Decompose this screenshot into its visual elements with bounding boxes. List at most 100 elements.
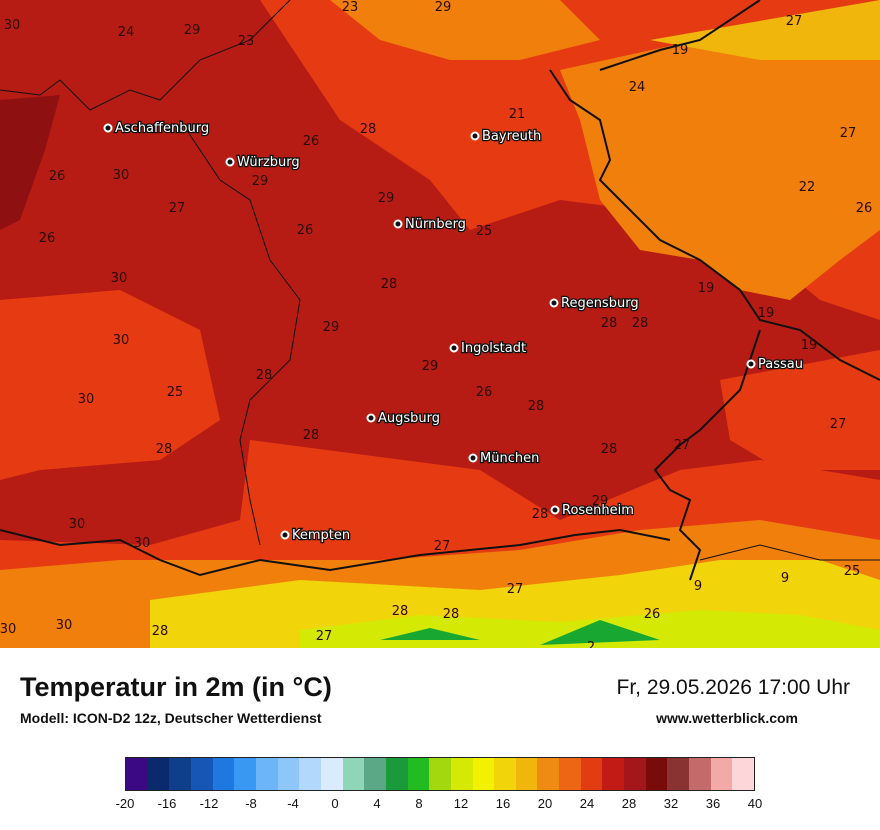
legend-swatch [472,758,495,790]
legend-tick: -4 [287,796,299,811]
temperature-value: 30 [69,517,86,532]
city-dot [103,123,113,133]
temperature-value: 30 [134,536,151,551]
temperature-map: 30 24 29 23 23 29 28 19 26 24 27 27 22 26 26 30 29 27 26 28… [0,0,880,648]
state-border-north [0,0,291,111]
temperature-value: 9 [781,571,789,586]
temperature-value: 28 [601,316,618,331]
city-dot [366,413,376,423]
legend-swatch [689,758,711,790]
temperature-value: 29 [252,174,269,189]
temperature-value: 28 [256,368,273,383]
temperature-value: 9 [694,579,702,594]
legend-swatch [624,758,646,790]
temperature-value: 30 [78,392,95,407]
temperature-value: 27 [674,438,691,453]
temperature-value: 27 [786,14,803,29]
temperature-value: 19 [698,281,715,296]
legend-swatch [732,758,755,790]
city-dot [449,343,459,353]
city-label: Regensburg [561,296,639,311]
field-orange-east [560,0,880,300]
legend-tick: 36 [705,796,721,811]
temperature-value: 23 [238,34,255,49]
temperature-value: 29 [378,191,395,206]
temperature-value: 26 [49,169,66,184]
legend-swatch [429,758,451,790]
color-legend [125,757,755,791]
legend-swatch [407,758,430,790]
field-warm-southeast [720,350,880,470]
city-dot [225,157,235,167]
temperature-value: 28 [392,604,409,619]
temperature-value: 30 [0,622,16,637]
temperature-value: 25 [844,564,861,579]
temperature-value: 29 [184,23,201,38]
temperature-value: 29 [323,320,340,335]
national-border-austria [653,329,761,581]
city-dot [393,219,403,229]
legend-swatch [667,758,690,790]
temperature-value: 19 [672,43,689,58]
city-label: Würzburg [237,155,300,170]
temperature-value: 26 [476,385,493,400]
city-dot [468,453,478,463]
temperature-value: 30 [111,271,128,286]
map-title: Temperatur in 2m (in °C) [20,672,332,702]
city-dot [746,359,756,369]
legend-swatch [190,758,213,790]
forecast-datetime: Fr, 29.05.2026 17:00 Uhr [616,676,851,699]
legend-swatch [515,758,538,790]
temperature-value: 27 [316,629,333,644]
legend-swatch [255,758,278,790]
city-label: Augsburg [378,411,440,426]
temperature-value: 28 [532,507,549,522]
national-border-northeast [599,0,761,71]
legend-swatch [147,758,170,790]
field-warm-west [0,290,220,480]
legend-tick: 32 [663,796,679,811]
legend-tick: 40 [747,796,763,811]
legend-swatch [645,758,668,790]
temperature-value: 28 [528,399,545,414]
field-very-hot-west [0,95,60,230]
city-markers: Aschaffenburg Würzburg Bayreuth Nürnberg Reg… [103,120,804,544]
legend-tick: -12 [199,796,219,811]
legend-tick: -8 [245,796,257,811]
city-label: Ingolstadt [461,341,526,356]
city-label: Kempten [292,528,350,543]
temperature-value: 26 [644,607,661,622]
temperature-value: 30 [113,168,130,183]
city-dot [549,298,559,308]
temperature-value: 27 [169,201,186,216]
legend-swatch [234,758,256,790]
temperature-value: 25 [476,224,493,239]
temperature-value: 24 [629,80,646,95]
legend-tick: -20 [115,796,135,811]
city-label: Nürnberg [405,217,466,232]
legend-tick: 8 [415,796,423,811]
temperature-value: 30 [4,18,21,33]
temperature-value: 22 [799,180,816,195]
temperature-value: 19 [758,306,775,321]
temperature-value: 19 [801,338,818,353]
legend-swatch [320,758,343,790]
legend-swatch [169,758,191,790]
website-link[interactable]: www.wetterblick.com [656,710,798,726]
national-border-czech [549,69,880,381]
legend-swatch [494,758,516,790]
legend-swatch [299,758,321,790]
temperature-value: 23 [342,0,359,15]
city-label: Rosenheim [562,503,634,518]
temperature-value: 26 [856,201,873,216]
legend-swatch [537,758,560,790]
legend-swatch [277,758,300,790]
legend-tick: 20 [537,796,553,811]
national-border-alps [0,528,671,577]
city-dot [550,505,560,515]
legend-swatch [580,758,603,790]
field-green-peaks [380,620,660,645]
legend-swatch [212,758,235,790]
